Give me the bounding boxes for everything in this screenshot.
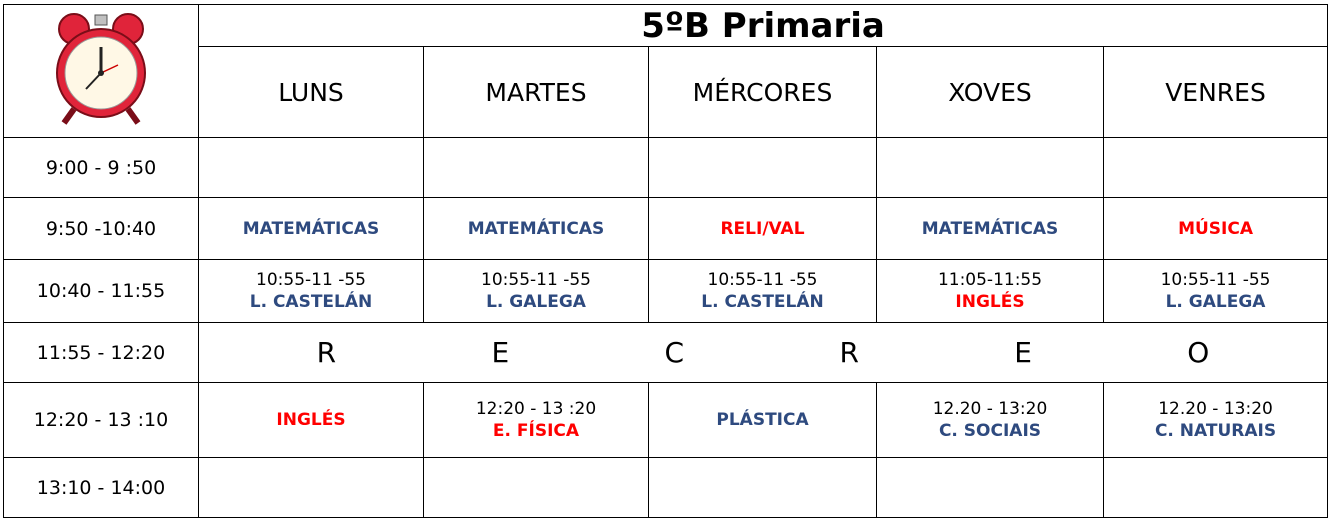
lesson-subject: L. CASTELÁN [701,292,824,312]
time-slot: 11:55 - 12:20 [3,322,199,383]
lesson-time: 12.20 - 13:20 [1158,399,1273,419]
lesson-subject: MATEMÁTICAS [467,218,605,239]
lesson-cell: MATEMÁTICAS [198,197,424,260]
lesson-cell: 10:55-11 -55 L. CASTELÁN [648,259,877,323]
lesson-cell: PLÁSTICA [648,382,877,458]
lesson-subject: C. SOCIAIS [938,421,1042,441]
lesson-cell: RELI/VAL [648,197,877,260]
lesson-cell [1102,137,1329,198]
lesson-cell: INGLÉS [198,382,424,458]
time-row: 9:00 - 9 :50 [3,137,1329,198]
time-row: 13:10 - 14:00 [3,457,1329,518]
break-letter: E [1014,336,1032,369]
lesson-time: 12.20 - 13:20 [932,399,1048,419]
time-slot: 9:00 - 9 :50 [3,137,199,198]
break-letter: O [1187,336,1210,369]
lesson-cell [1102,457,1329,518]
time-row: 12:20 - 13 :10 INGLÉS 12:20 - 13 :20 E. FÍS… [3,382,1329,458]
lesson-cell [648,137,877,198]
time-slot: 12:20 - 13 :10 [3,382,199,458]
lesson-cell [648,457,877,518]
break-letter: E [491,336,510,369]
lesson-cell [423,137,649,198]
time-row: 11:55 - 12:20 R E C R E O [3,322,1329,383]
lesson-time: 10:55-11 -55 [481,270,591,290]
day-header: VENRES [1102,46,1329,138]
lesson-subject: PLÁSTICA [716,410,809,430]
lesson-subject: MÚSICA [1178,218,1253,239]
lesson-subject: RELI/VAL [720,218,805,239]
lesson-subject: E. FÍSICA [492,421,580,441]
clock-cell [3,4,199,138]
day-header: XOVES [876,46,1104,138]
day-header: MÉRCORES [648,46,877,138]
lesson-cell: 11:05-11:55 INGLÉS [876,259,1104,323]
break-letter: C [664,336,685,369]
lesson-cell [876,457,1104,518]
lesson-cell: MATEMÁTICAS [876,197,1104,260]
lesson-cell: MÚSICA [1102,197,1329,260]
lesson-time: 10:55-11 -55 [707,270,818,290]
lesson-time: 12:20 - 13 :20 [475,399,597,419]
lesson-subject: C. NATURAIS [1154,421,1277,441]
time-row: 10:40 - 11:55 10:55-11 -55 L. CASTELÁN 10:5… [3,259,1329,323]
lesson-subject: MATEMÁTICAS [921,218,1059,239]
timetable: 5ºB Primaria LUNS MARTES MÉRCORES XOVES VENR… [3,4,1329,518]
lesson-cell: 12.20 - 13:20 C. NATURAIS [1102,382,1329,458]
day-header: MARTES [423,46,649,138]
title: 5ºB Primaria [197,4,1329,47]
lesson-subject: MATEMÁTICAS [242,218,380,239]
lesson-time: 10:55-11 -55 [1160,270,1271,290]
lesson-time: 10:55-11 -55 [256,270,366,290]
lesson-cell [198,137,424,198]
time-slot: 10:40 - 11:55 [3,259,199,323]
day-header: LUNS [198,46,424,138]
lesson-cell: MATEMÁTICAS [423,197,649,260]
lesson-time: 11:05-11:55 [937,270,1043,290]
lesson-subject: INGLÉS [276,410,346,430]
alarm-clock-icon [56,13,146,125]
lesson-cell [876,137,1104,198]
lesson-cell: 12.20 - 13:20 C. SOCIAIS [876,382,1104,458]
lesson-subject: L. GALEGA [1165,292,1266,312]
break-letter: R [839,336,859,369]
time-slot: 9:50 -10:40 [3,197,199,260]
day-row: LUNS MARTES MÉRCORES XOVES VENRES [4,46,1329,138]
lesson-cell: 10:55-11 -55 L. CASTELÁN [198,259,424,323]
lesson-cell [423,457,649,518]
break-letter: R [316,336,337,369]
lesson-cell: 10:55-11 -55 L. GALEGA [423,259,649,323]
time-row: 9:50 -10:40 MATEMÁTICAS MATEMÁTICAS RELI/VA… [3,197,1329,260]
lesson-cell: 10:55-11 -55 L. GALEGA [1102,259,1329,323]
lesson-cell: 12:20 - 13 :20 E. FÍSICA [423,382,649,458]
lesson-cell [198,457,424,518]
lesson-subject: INGLÉS [955,292,1025,312]
time-slot: 13:10 - 14:00 [3,457,199,518]
lesson-subject: L. GALEGA [486,292,586,312]
lesson-subject: L. CASTELÁN [249,292,373,312]
